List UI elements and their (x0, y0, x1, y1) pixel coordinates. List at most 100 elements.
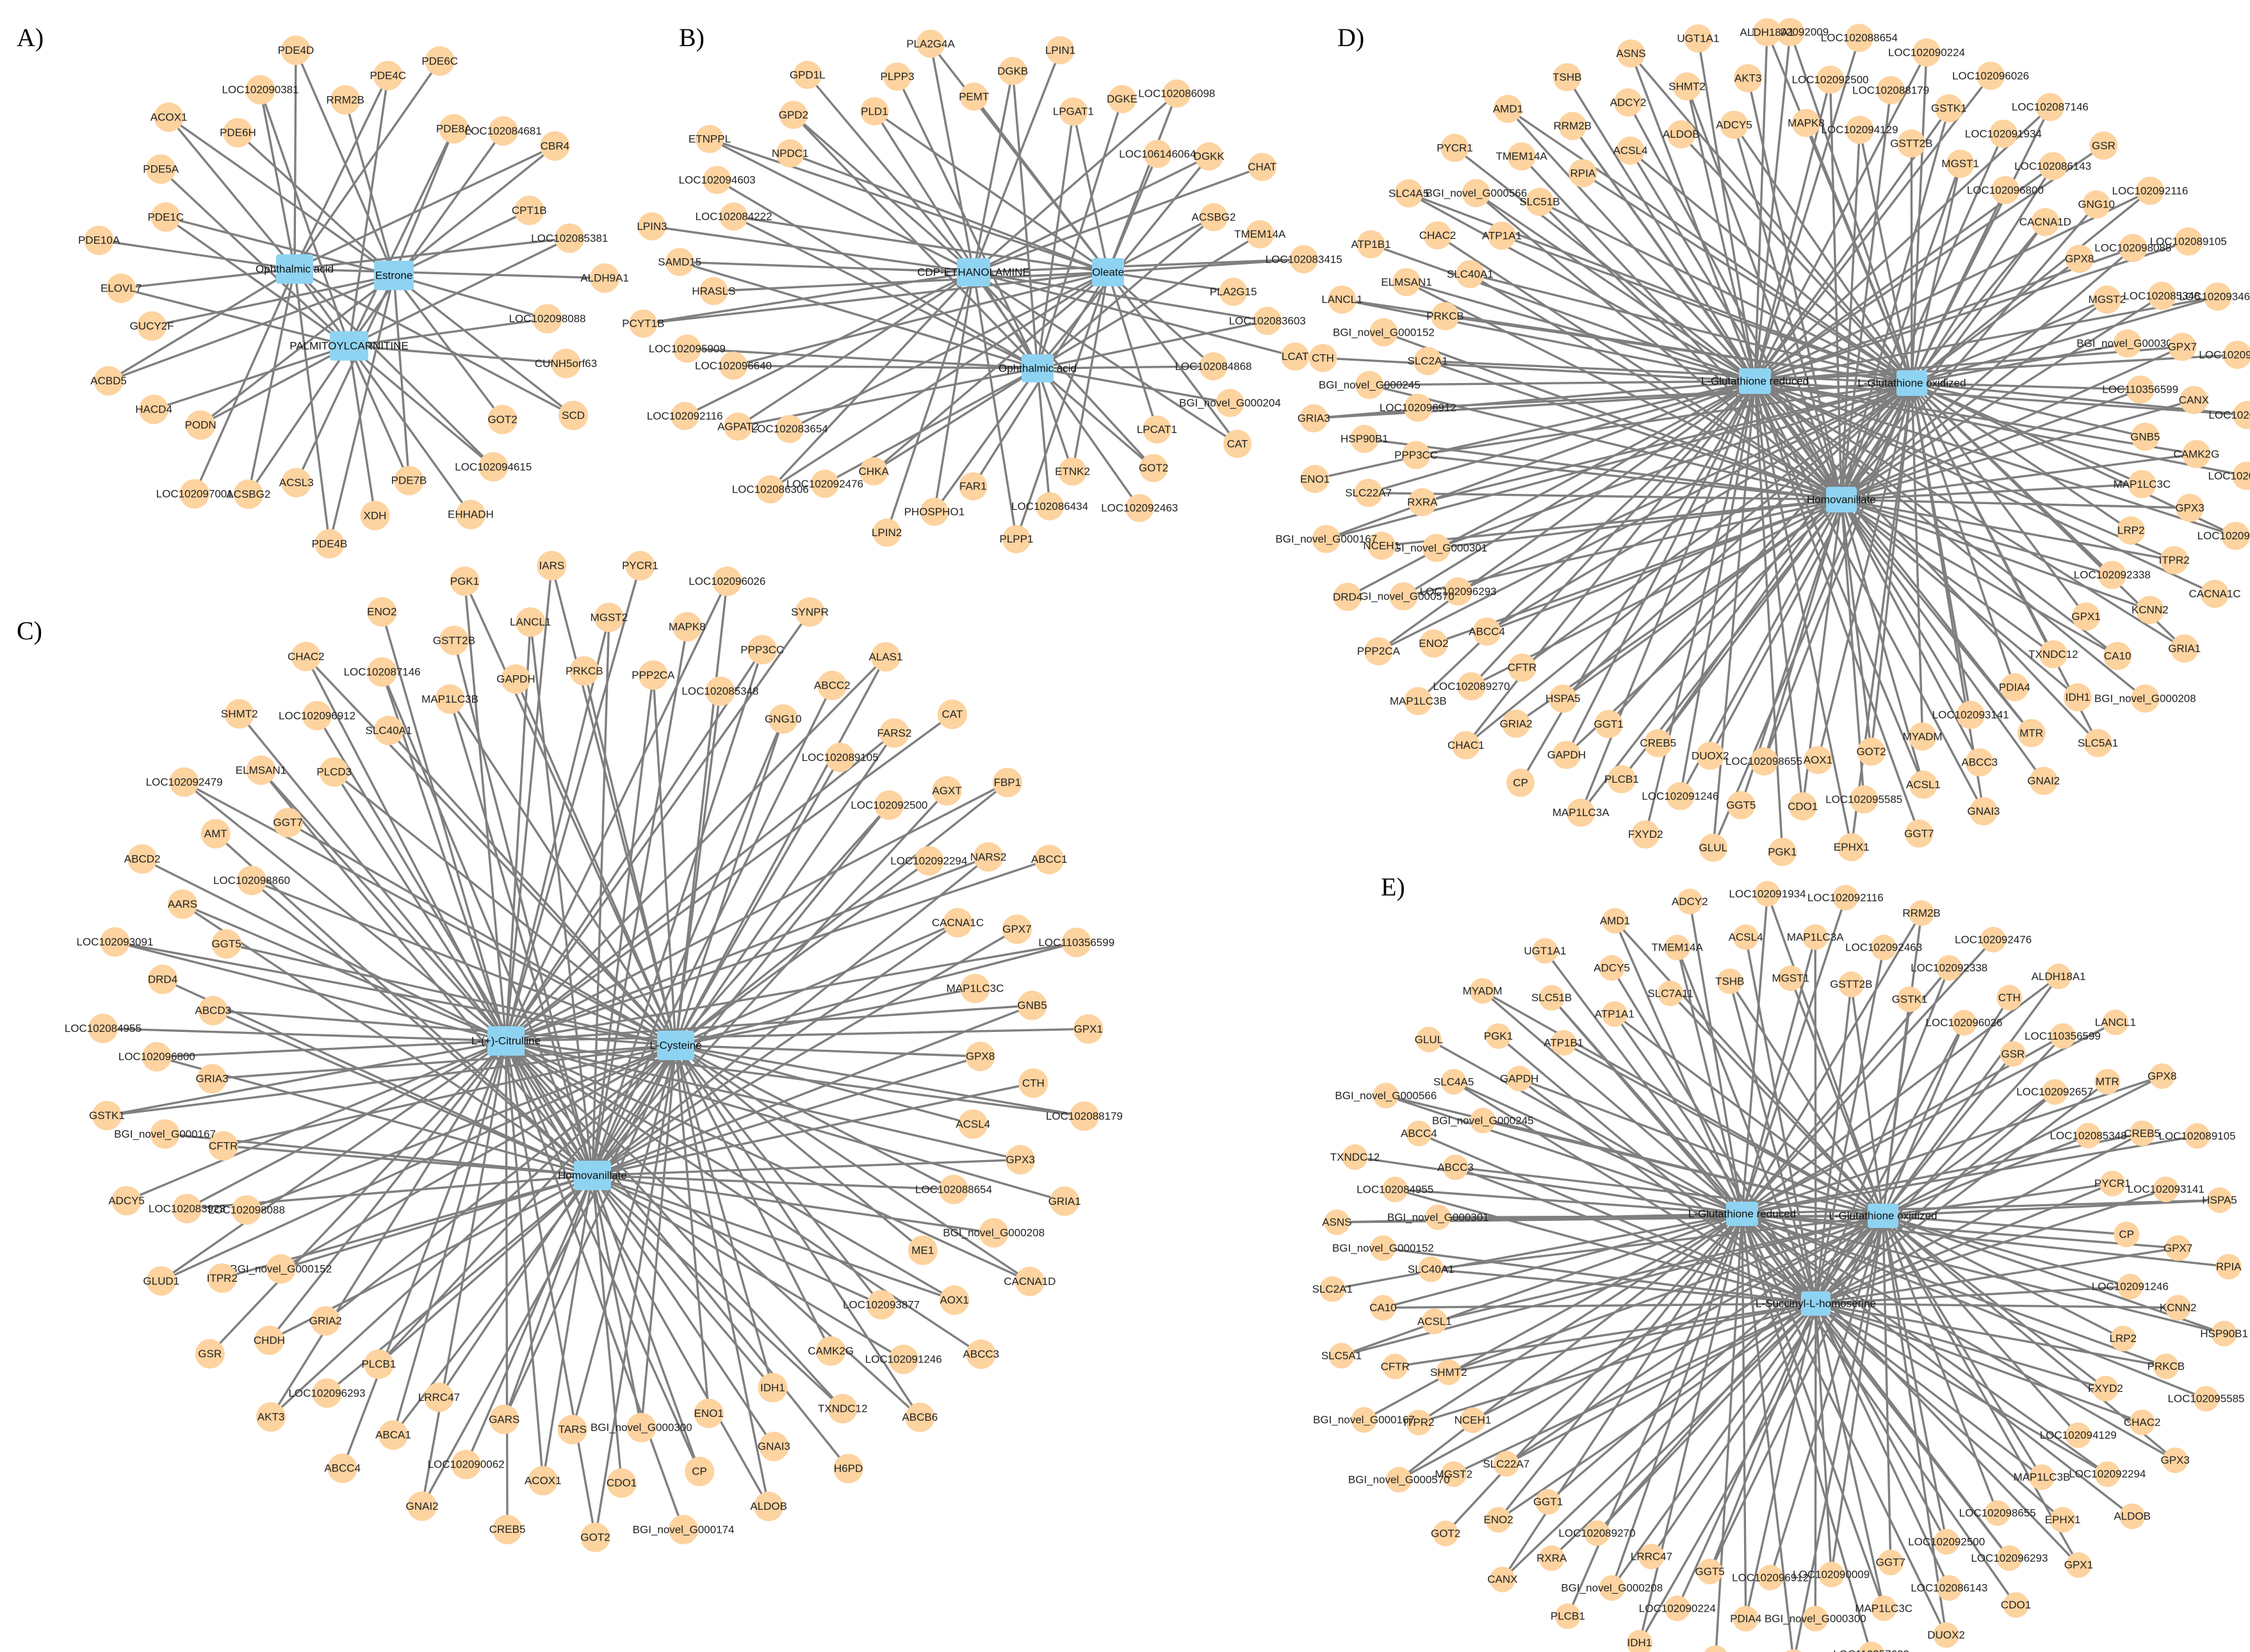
gene-node-circle (1525, 188, 1554, 217)
gene-node-abcc4: ABCC4 (324, 1453, 361, 1484)
gene-node-circle (1753, 18, 1782, 47)
edge-l-glutathione-reduced-loc102092476 (1741, 938, 1994, 1215)
gene-node-label: MGST2 (1435, 1468, 1472, 1480)
gene-node-label: PGK1 (1484, 1030, 1513, 1042)
gene-node-circle (979, 1218, 1009, 1248)
gene-node-circle (1594, 710, 1623, 739)
gene-node-acox1: ACOX1 (525, 1466, 562, 1496)
gene-node-circle (2131, 422, 2160, 451)
gene-node-circle (1554, 1603, 1581, 1630)
gene-node-circle (879, 718, 909, 748)
edge-homovanillate-loc102096912 (316, 715, 594, 1176)
gene-node-circle (2221, 521, 2250, 550)
gene-node-label: LOC102087146 (2012, 101, 2089, 113)
gene-node-label: ADCY5 (108, 1195, 145, 1207)
gene-node-circle (1631, 820, 1660, 849)
edge-l-glutathione-oxidized-bgi-novel-g000570 (1398, 1214, 1884, 1481)
gene-node-cacna1d: CACNA1D (2019, 208, 2071, 236)
gene-node-circle (1489, 1566, 1515, 1592)
edge-l-glutathione-oxidized-duox2 (1709, 382, 1913, 756)
gene-node-circle (1487, 222, 1516, 250)
edge-l-glutathione-reduced-slc2a1 (1332, 1213, 1743, 1291)
edge-cdp-ethanolamine-dgkk (973, 155, 1210, 274)
gene-node-label: LANCL1 (510, 616, 551, 628)
gene-node-label: LOC102093141 (1932, 709, 2009, 721)
gene-node-label: LRP2 (2109, 1332, 2137, 1345)
edge-l-glutathione-reduced-plcb1 (1567, 1213, 1743, 1617)
edge-l-citrulline-chac2 (305, 656, 507, 1042)
gene-node-label: LOC102096912 (1732, 1571, 1809, 1583)
edge-l-succinyl-l-homoserine-map1lc3c (1814, 1303, 1885, 1609)
edge-l-glutathione-reduced-gpx7 (1754, 345, 2183, 382)
gene-node-label: MAP1LC3C (2114, 478, 2171, 490)
gene-node-adcy5: ADCY5 (108, 1186, 145, 1216)
gene-node-gria3: GRIA3 (196, 1063, 229, 1093)
gene-node-label: LOC102096026 (689, 575, 765, 587)
gene-node-circle (2000, 673, 2029, 701)
gene-node-label: LOC102095585 (1825, 794, 1902, 806)
edge-homovanillate-bgi-novel-g000152 (281, 1174, 593, 1270)
gene-node-circle (167, 889, 197, 919)
gene-node-circle (501, 664, 531, 694)
gene-node-circle (2072, 602, 2101, 631)
edge-l-glutathione-oxidized-canx (1501, 1214, 1884, 1580)
gene-node-label: LOC102089105 (2158, 1130, 2235, 1142)
gene-node-label: CFTR (209, 1140, 238, 1152)
edge-l-cysteine-gapdh (514, 678, 677, 1046)
edge-l-citrulline-loc102092479 (183, 781, 507, 1042)
gene-node-loc102092657: LOC102092657 (2016, 1079, 2093, 1105)
gene-node-label: SLC4A5 (1389, 187, 1429, 199)
gene-node-label: ME1 (911, 1244, 934, 1256)
edge-homovanillate-abcc3 (1840, 499, 1981, 764)
gene-node-label: KCNN2 (2132, 604, 2169, 616)
edge-l-glutathione-oxidized-rxra (1422, 382, 1912, 503)
gene-node-label: CACNA1C (2189, 588, 2240, 600)
gene-node-circle (2160, 546, 2189, 575)
gene-node-circle (1677, 888, 1703, 915)
edge-l-cysteine-cftr (223, 1044, 676, 1147)
gene-node-circle (833, 1453, 863, 1484)
gene-node-circle (1328, 285, 1357, 314)
edge-l-glutathione-oxidized-cp (1882, 1214, 2127, 1236)
gene-node-label: RXRA (1407, 496, 1438, 509)
gene-node-circle (2082, 190, 2111, 219)
edge-homovanillate-gng10 (1840, 204, 2098, 501)
gene-node-circle (2083, 729, 2112, 758)
gene-node-label: ENO1 (1300, 473, 1330, 485)
edge-l-glutathione-oxidized-map1lc3c (1911, 382, 2143, 486)
gene-node-circle (127, 844, 158, 874)
edge-ophthalmic-acid-loc102094603 (716, 179, 1038, 370)
metabolite-hub-box (1092, 258, 1124, 286)
edge-l-glutathione-oxidized-loc102096293 (1457, 382, 1912, 593)
gene-node-label: ABCC2 (814, 680, 851, 692)
edge-l-succinyl-l-homoserine-cftr (1394, 1302, 1816, 1368)
gene-node-pycr1: PYCR1 (1437, 133, 1473, 162)
gene-node-glud1: GLUD1 (143, 1266, 179, 1296)
edge-l-glutathione-reduced-aldh18a1 (1741, 975, 2060, 1215)
edge-l-glutathione-oxidized-ggt1 (1547, 1214, 1884, 1503)
gene-node-label: FBP1 (994, 776, 1022, 789)
gene-node-gpx7: GPX7 (1002, 914, 1032, 944)
panel-e-edges (1332, 893, 2229, 1652)
edge-l-glutathione-oxidized-bgi-novel-g000300 (1911, 342, 2128, 384)
gene-node-label: ENO1 (694, 1407, 724, 1419)
gene-node-circle (1423, 221, 1452, 250)
edge-homovanillate-hsp90b1 (1364, 438, 1842, 501)
gene-node-label: XDH (364, 509, 387, 521)
gene-node-eno2: ENO2 (1419, 629, 1449, 658)
edge-l-glutathione-reduced-loc102095585 (1741, 1213, 2207, 1400)
gene-node-label: LOC102096800 (118, 1051, 195, 1063)
gene-node-xdh: XDH (360, 500, 390, 530)
edge-l-cysteine-gpx8 (675, 1044, 981, 1058)
gene-node-lancl1: LANCL1 (2095, 1010, 2136, 1036)
edge-l-glutathione-oxidized-loc102094129 (1858, 129, 1913, 384)
gene-node-circle (905, 1402, 935, 1432)
edge-homovanillate-loc102093877 (592, 1174, 882, 1306)
gene-node-circle (245, 75, 275, 105)
gene-node-circle (1404, 687, 1433, 716)
gene-node-circle (1750, 747, 1779, 776)
gene-node-ugt1a1: UGT1A1 (1677, 24, 1719, 53)
edge-l-glutathione-oxidized-gstt2b (1850, 984, 1884, 1216)
gene-node-label: IDH1 (1627, 1637, 1652, 1649)
edge-estrone-gucy2f (151, 274, 395, 327)
